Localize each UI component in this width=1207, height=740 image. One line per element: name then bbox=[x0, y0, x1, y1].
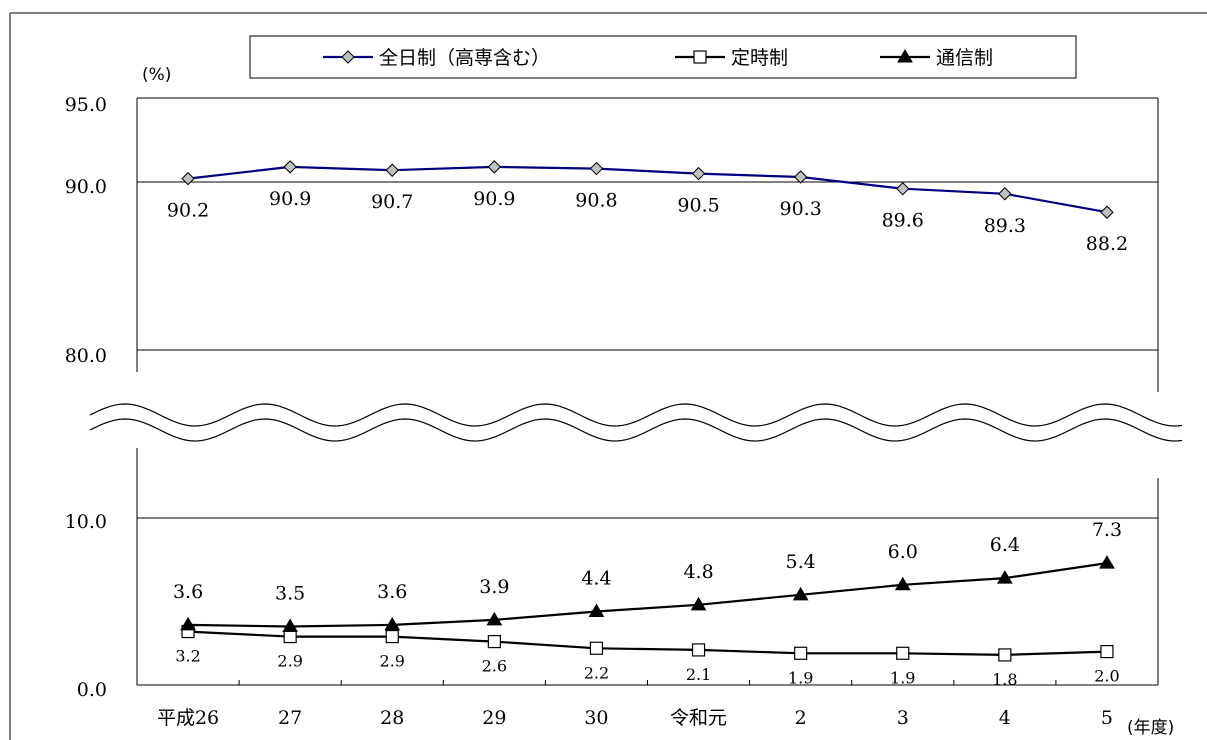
data-point-triangle bbox=[588, 603, 605, 618]
legend-marker-diamond bbox=[341, 50, 355, 64]
data-label: 6.0 bbox=[888, 541, 918, 563]
data-label: 1.9 bbox=[890, 668, 915, 687]
data-point-diamond bbox=[283, 160, 297, 174]
y-tick-label: 80.0 bbox=[65, 345, 107, 367]
x-tick-label: 2 bbox=[795, 707, 807, 729]
data-label: 3.6 bbox=[377, 581, 407, 603]
data-label: 89.6 bbox=[882, 210, 924, 232]
legend-label: 通信制 bbox=[936, 47, 993, 69]
series-line bbox=[188, 562, 1108, 628]
data-point-triangle bbox=[996, 570, 1013, 584]
data-label: 4.8 bbox=[683, 561, 713, 583]
legend-marker-triangle bbox=[897, 49, 913, 63]
data-label: 90.9 bbox=[269, 188, 311, 210]
data-point-triangle bbox=[792, 586, 809, 601]
plot-area bbox=[136, 97, 1159, 686]
x-tick-label: 4 bbox=[999, 707, 1011, 729]
axis-break-wave-bottom bbox=[89, 418, 1183, 442]
data-label: 89.3 bbox=[984, 215, 1026, 237]
y-unit-label: (%) bbox=[142, 65, 171, 85]
x-unit-label: (年度) bbox=[1127, 718, 1174, 738]
data-label: 2.0 bbox=[1094, 667, 1119, 686]
data-label: 3.9 bbox=[479, 576, 509, 598]
data-point-triangle bbox=[282, 618, 299, 633]
data-point-diamond bbox=[691, 166, 706, 181]
data-point-square bbox=[691, 643, 706, 657]
series-line bbox=[187, 165, 1108, 214]
data-label: 90.5 bbox=[677, 195, 719, 217]
x-tick-label: 令和元 bbox=[670, 707, 727, 729]
data-point-triangle bbox=[180, 616, 196, 631]
data-point-square bbox=[487, 634, 501, 649]
data-labels: 90.2 90.9 90.7 90.9 90.8 90.5 90.3 89.6 89.3 88.2… bbox=[167, 188, 1128, 689]
x-tick-label: 28 bbox=[380, 707, 404, 729]
data-point-triangle bbox=[486, 611, 503, 626]
axis-break-wave-top bbox=[89, 403, 1183, 427]
data-label: 90.8 bbox=[575, 190, 617, 212]
axis-break bbox=[89, 403, 1185, 442]
data-point-diamond bbox=[896, 182, 910, 196]
data-point-square bbox=[998, 648, 1012, 662]
data-label: 3.2 bbox=[175, 647, 200, 666]
y-tick-label: 10.0 bbox=[65, 511, 107, 533]
data-point-square bbox=[794, 646, 808, 660]
data-point-square bbox=[896, 646, 910, 660]
legend-label: 定時制 bbox=[731, 47, 788, 69]
x-tick-label: 30 bbox=[584, 707, 608, 729]
data-point-triangle bbox=[690, 596, 707, 611]
data-point-square bbox=[283, 629, 297, 644]
data-label: 2.2 bbox=[584, 663, 609, 682]
data-point-diamond bbox=[998, 187, 1012, 201]
legend-box bbox=[249, 35, 1077, 79]
legend: 全日制（高専含む） 定時制 通信制 bbox=[249, 35, 1077, 79]
y-tick-label: 95.0 bbox=[65, 94, 107, 116]
x-tick-label: 29 bbox=[482, 707, 506, 729]
x-ticks bbox=[238, 680, 1057, 685]
data-label: 90.9 bbox=[473, 188, 515, 210]
data-label: 5.4 bbox=[786, 551, 816, 573]
data-label: 7.3 bbox=[1092, 519, 1122, 541]
data-label: 6.4 bbox=[990, 534, 1020, 556]
data-label: 90.3 bbox=[779, 198, 821, 220]
x-tick-label: 平成26 bbox=[157, 707, 219, 729]
data-label: 2.6 bbox=[482, 657, 507, 676]
data-label: 2.9 bbox=[277, 652, 302, 671]
data-label: 90.2 bbox=[167, 200, 209, 222]
legend-marker-square bbox=[693, 50, 707, 64]
data-point-triangle bbox=[894, 576, 911, 591]
data-label: 88.2 bbox=[1086, 233, 1128, 255]
axis-break-gap bbox=[90, 404, 1185, 441]
data-label: 3.5 bbox=[275, 583, 305, 605]
data-point-diamond bbox=[487, 160, 502, 174]
x-tick-label: 27 bbox=[278, 707, 302, 729]
data-point-triangle bbox=[1099, 555, 1115, 569]
data-point-triangle bbox=[384, 616, 401, 631]
series-layer bbox=[180, 160, 1115, 662]
data-point-square bbox=[1100, 644, 1114, 659]
x-tick-label: 3 bbox=[897, 707, 909, 729]
x-tick-labels: 平成26 27 28 29 30 令和元 2 3 4 5 bbox=[157, 707, 1113, 729]
data-point-diamond bbox=[1100, 205, 1114, 219]
x-tick-label: 5 bbox=[1101, 707, 1113, 729]
legend-label: 全日制（高専含む） bbox=[379, 47, 550, 69]
data-point-diamond bbox=[385, 163, 399, 177]
data-label: 2.1 bbox=[686, 665, 711, 684]
data-label: 90.7 bbox=[371, 191, 413, 213]
data-point-square bbox=[385, 629, 399, 644]
data-label: 3.6 bbox=[173, 581, 203, 603]
data-label: 2.9 bbox=[380, 652, 405, 671]
data-label: 4.4 bbox=[581, 568, 611, 590]
data-point-diamond bbox=[793, 170, 808, 184]
y-tick-label: 0.0 bbox=[77, 679, 107, 701]
data-label: 1.9 bbox=[788, 668, 813, 687]
data-point-diamond bbox=[181, 171, 195, 186]
data-label: 1.8 bbox=[992, 670, 1017, 689]
data-point-diamond bbox=[589, 161, 604, 176]
grid-lines bbox=[137, 181, 1158, 519]
legend-items: 全日制（高専含む） 定時制 通信制 bbox=[323, 47, 993, 69]
series-line bbox=[188, 630, 1107, 657]
y-tick-label: 90.0 bbox=[65, 176, 107, 198]
data-point-square bbox=[589, 641, 604, 655]
